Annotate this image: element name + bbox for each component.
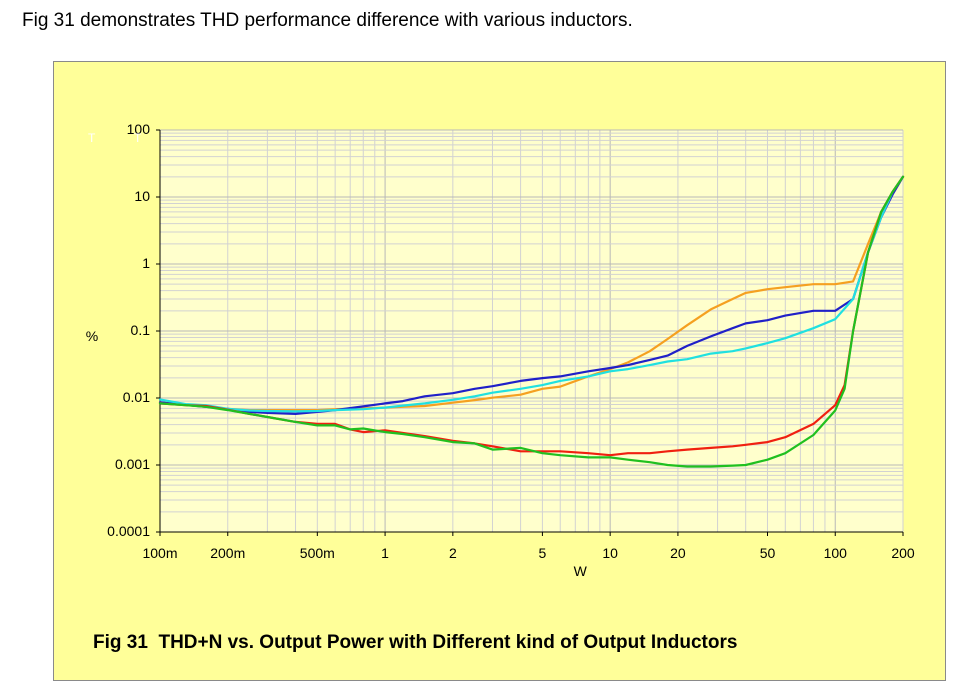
chart-grid	[159, 129, 904, 533]
ghost-mark: T	[134, 131, 142, 145]
figure-caption: Fig 31 THD+N vs. Output Power with Diffe…	[93, 632, 738, 653]
x-tick-label: 10	[602, 545, 618, 561]
x-tick-label: 200	[891, 545, 915, 561]
x-tick-label: 500m	[300, 545, 335, 561]
series-line-1	[158, 175, 905, 412]
y-tick-label: 1	[142, 255, 150, 271]
y-tick-label: 0.0001	[107, 523, 150, 539]
x-tick-label: 2	[449, 545, 457, 561]
x-tick-label: 50	[760, 545, 776, 561]
chart-axes	[156, 129, 904, 536]
y-axis-label: %	[86, 328, 98, 344]
ghost-mark: T	[88, 131, 96, 145]
series-line-2	[158, 175, 905, 415]
x-tick-label: 5	[539, 545, 547, 561]
y-tick-label: 0.01	[123, 389, 150, 405]
y-tick-label: 0.1	[131, 322, 151, 338]
x-axis-label: W	[574, 563, 588, 579]
series-line-5	[158, 175, 905, 468]
chart-labels: 100m 200m 500m 1 2 5 10 20 50 100 200 100 10 1 0.1 0.01…	[86, 121, 915, 579]
y-tick-label: 10	[134, 188, 150, 204]
y-tick-label: 0.001	[115, 456, 150, 472]
intro-text: Fig 31 demonstrates THD performance diff…	[22, 10, 633, 31]
figure-panel: 100m 200m 500m 1 2 5 10 20 50 100 200 100 10 1 0.1 0.01…	[53, 61, 946, 681]
x-tick-label: 20	[670, 545, 686, 561]
chart-series	[158, 175, 905, 468]
x-tick-label: 1	[381, 545, 389, 561]
y-tick-label: 100	[127, 121, 151, 137]
thd-chart: 100m 200m 500m 1 2 5 10 20 50 100 200 100 10 1 0.1 0.01…	[86, 121, 915, 579]
series-line-3	[158, 175, 905, 413]
x-tick-label: 100	[824, 545, 848, 561]
x-tick-label: 100m	[142, 545, 177, 561]
x-tick-label: 200m	[210, 545, 245, 561]
